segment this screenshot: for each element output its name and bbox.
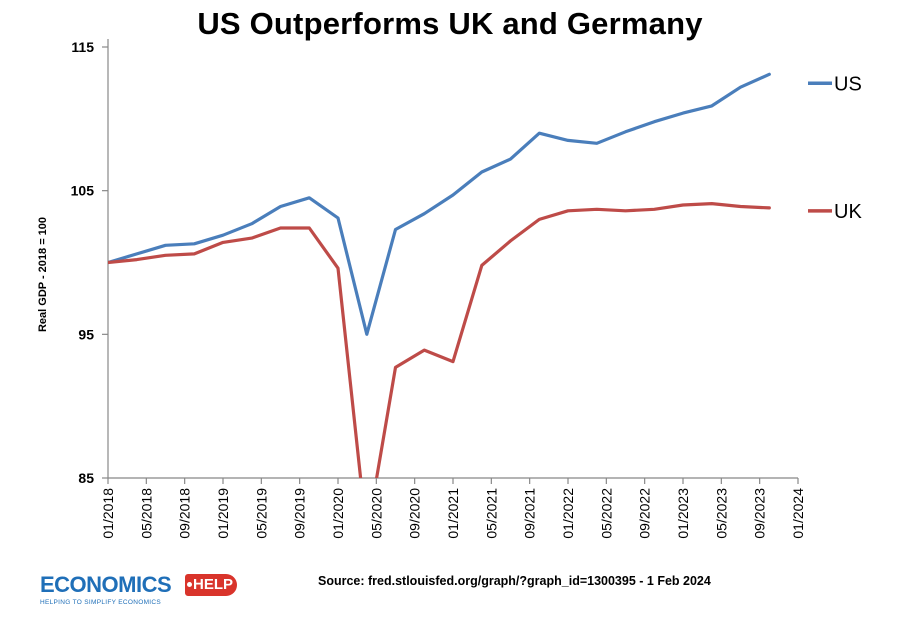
x-tick-label: 05/2021 (483, 488, 499, 539)
legend-label-uk: UK (834, 201, 862, 223)
y-axis-label: Real GDP - 2018 = 100 (37, 217, 49, 332)
x-tick-label: 05/2020 (368, 488, 384, 539)
series-line-uk (108, 202, 771, 478)
x-tick-label: 09/2022 (637, 488, 653, 539)
x-tick-label: 01/2024 (790, 488, 806, 539)
source-note: Source: fred.stlouisfed.org/graph/?graph… (318, 574, 711, 588)
x-tick-label: 01/2022 (560, 488, 576, 539)
x-tick-label: 01/2023 (675, 488, 691, 539)
x-tick-label: 01/2019 (215, 488, 231, 539)
x-tick-label: 09/2023 (752, 488, 768, 539)
y-axis-label-group: Real GDP - 2018 = 100 (37, 217, 49, 332)
x-tick-label: 05/2022 (598, 488, 614, 539)
x-tick-label: 09/2019 (292, 488, 308, 539)
economics-help-logo: ECONOMICS HELP HELPING TO SIMPLIFY ECONO… (40, 568, 240, 612)
axes: 85 95 105 115 01/2018 05/2018 09/2018 01/2019 05… (71, 39, 806, 539)
x-tick-label: 05/2023 (713, 488, 729, 539)
x-tick-label: 01/2020 (330, 488, 346, 539)
chart-title: US Outperforms UK and Germany (197, 6, 703, 41)
x-tick-label: 09/2020 (407, 488, 423, 539)
y-tick-label: 115 (71, 39, 94, 55)
x-tick-label: 05/2018 (138, 488, 154, 539)
y-tick-label: 85 (78, 470, 94, 486)
series-line-us (108, 72, 771, 336)
legend: US UK (808, 73, 862, 223)
logo-tag-text: HELP (193, 576, 234, 593)
tag-hole-icon (187, 582, 192, 587)
x-tick-label: 09/2021 (522, 488, 538, 539)
series-layer (108, 72, 771, 478)
logo-main-text: ECONOMICS (40, 572, 172, 597)
y-tick-label: 95 (78, 326, 94, 342)
logo-tag: HELP (185, 574, 237, 596)
x-tick-label: 05/2019 (253, 488, 269, 539)
x-tick-label: 01/2018 (100, 488, 116, 539)
y-tick-label: 105 (71, 183, 95, 199)
legend-label-us: US (834, 73, 862, 95)
x-tick-label: 09/2018 (177, 488, 193, 539)
logo-tagline: HELPING TO SIMPLIFY ECONOMICS (40, 599, 162, 606)
x-tick-label: 01/2021 (445, 488, 461, 539)
